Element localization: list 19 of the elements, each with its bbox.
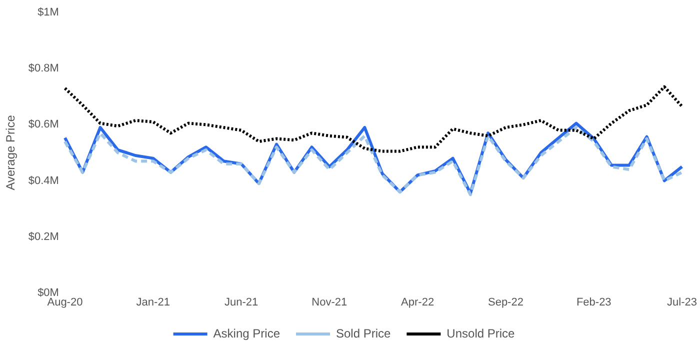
legend-label: Unsold Price: [446, 326, 516, 340]
legend-label: Asking Price: [213, 326, 280, 340]
y-tick-label: $0M: [38, 286, 59, 299]
x-tick-label: Jun-21: [224, 296, 258, 308]
y-tick-label: $0.8M: [28, 62, 59, 75]
x-tick-label: Nov-21: [312, 296, 348, 308]
x-tick-label: Apr-22: [401, 296, 434, 308]
y-tick-label: $1M: [38, 6, 59, 19]
x-tick-label: Jan-21: [136, 296, 170, 308]
y-tick-label: $0.2M: [28, 230, 59, 243]
x-tick-label: Jul-23: [667, 296, 698, 308]
y-tick-label: $0.4M: [28, 174, 59, 187]
y-axis-title: Average Price: [4, 114, 18, 190]
legend-label: Sold Price: [336, 326, 392, 340]
x-tick-label: Aug-20: [47, 296, 83, 308]
x-tick-label: Sep-22: [488, 296, 524, 308]
line-series: [63, 85, 684, 153]
y-tick-label: $0.6M: [28, 118, 59, 131]
x-tick-label: Feb-23: [576, 296, 612, 308]
